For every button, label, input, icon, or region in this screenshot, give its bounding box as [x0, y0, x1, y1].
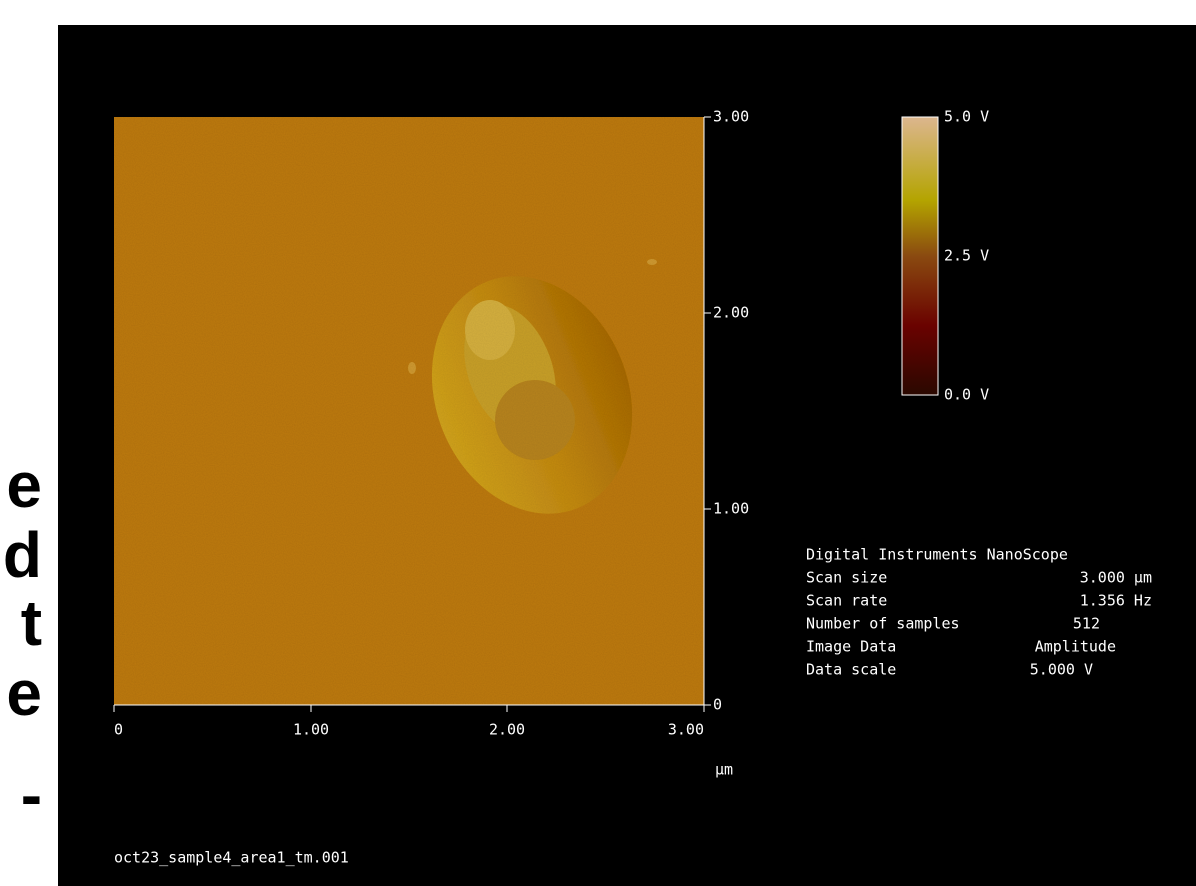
y-tick-label: 3.00 [713, 108, 749, 126]
side-letter: e [6, 657, 42, 729]
info-value: Amplitude [1035, 638, 1116, 656]
side-letter: d [3, 519, 42, 591]
particle-core [495, 380, 575, 460]
y-tick-label: 0 [713, 696, 722, 714]
colorbar-label: 0.0 V [944, 386, 989, 404]
y-tick-label: 1.00 [713, 500, 749, 518]
info-label: Image Data [806, 638, 896, 656]
filename: oct23_sample4_area1_tm.001 [114, 849, 349, 867]
x-unit: µm [715, 761, 733, 779]
x-tick-label: 3.00 [668, 721, 704, 739]
colorbar-label: 5.0 V [944, 108, 989, 126]
particle-core [465, 300, 515, 360]
info-value: 5.000 V [1030, 661, 1093, 679]
x-tick-label: 0 [114, 721, 123, 739]
colorbar [902, 117, 938, 395]
debris [408, 362, 416, 374]
colorbar-label: 2.5 V [944, 247, 989, 265]
info-label: Scan size [806, 569, 887, 587]
info-value: 1.356 Hz [1080, 592, 1152, 610]
x-tick-label: 2.00 [489, 721, 525, 739]
y-tick-label: 2.00 [713, 304, 749, 322]
side-letter: - [21, 759, 42, 831]
screenshot: edte - 3.00 2.00 1.00 0 0 1.00 2.00 3.00 µm 5.0 V 2… [0, 0, 1196, 886]
info-label: Scan rate [806, 592, 887, 610]
info-value: 512 [1073, 615, 1100, 633]
info-value: 3.000 µm [1080, 569, 1152, 587]
info-label: Data scale [806, 661, 896, 679]
side-letter: e [6, 449, 42, 521]
afm-image [114, 117, 704, 705]
info-title: Digital Instruments NanoScope [806, 546, 1068, 564]
side-letter: t [21, 587, 42, 659]
x-tick-label: 1.00 [293, 721, 329, 739]
debris [647, 259, 657, 265]
page: {"side_text": ["e", "d", "t", "e", "-"],… [0, 0, 1196, 886]
info-label: Number of samples [806, 615, 960, 633]
